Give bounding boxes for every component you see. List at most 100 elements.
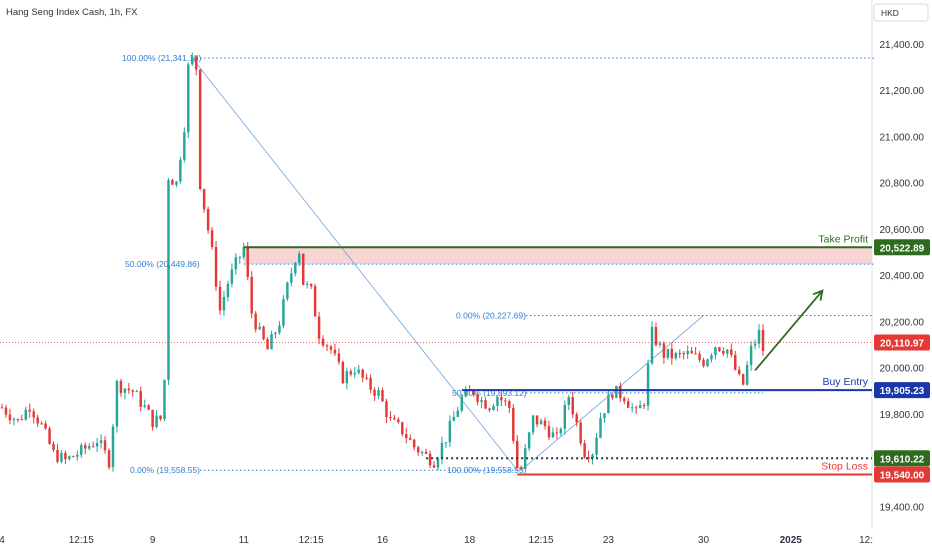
candle bbox=[508, 399, 511, 414]
candle bbox=[107, 448, 111, 470]
candle-body bbox=[424, 451, 428, 454]
candle-body bbox=[56, 449, 59, 462]
price-tick-label: 20,400.00 bbox=[880, 271, 925, 282]
time-axis[interactable]: 4 12:15 9 11 12:15 16 18 12:15 23 30 2025 12: bbox=[0, 535, 873, 546]
candle bbox=[480, 396, 483, 409]
candle-body bbox=[8, 414, 12, 421]
candle bbox=[135, 389, 138, 393]
candle bbox=[745, 360, 749, 386]
candle-body bbox=[448, 420, 452, 443]
candle-body bbox=[401, 422, 404, 435]
candle bbox=[194, 56, 198, 76]
candle bbox=[202, 188, 206, 213]
candle bbox=[741, 373, 745, 386]
candle bbox=[262, 325, 265, 341]
candle bbox=[210, 226, 214, 250]
candle bbox=[0, 403, 4, 409]
price-tag-bg bbox=[874, 450, 930, 467]
candle bbox=[64, 450, 67, 465]
candle-body bbox=[40, 423, 43, 425]
candle bbox=[313, 283, 317, 317]
candle-body bbox=[575, 414, 578, 423]
candle-body bbox=[163, 379, 166, 420]
candle-body bbox=[543, 420, 547, 427]
candle bbox=[428, 450, 432, 469]
candle-body bbox=[535, 415, 539, 425]
candle-body bbox=[72, 456, 75, 458]
candle-body bbox=[313, 286, 317, 317]
price-tag-text: 20,110.97 bbox=[880, 339, 924, 350]
candle-body bbox=[472, 391, 475, 395]
candle-body bbox=[191, 56, 194, 65]
candle bbox=[246, 242, 249, 281]
candle bbox=[84, 442, 87, 454]
candle-body bbox=[702, 359, 705, 367]
candle bbox=[357, 364, 360, 375]
arrow-head bbox=[812, 289, 824, 301]
candle-body bbox=[365, 377, 368, 379]
fib-level-label: 100.00% (19,558.55) bbox=[447, 465, 527, 475]
trend-arrow bbox=[754, 289, 824, 372]
fib-level-label: 0.00% (20,227.69) bbox=[456, 311, 526, 321]
price-tag-bg bbox=[874, 334, 930, 351]
candle-body bbox=[135, 391, 138, 393]
candle-body bbox=[480, 400, 483, 403]
candle bbox=[103, 436, 107, 454]
candle-body bbox=[123, 388, 127, 393]
candle-body bbox=[634, 407, 638, 409]
candle-body bbox=[547, 426, 551, 438]
candle bbox=[159, 415, 162, 421]
candle bbox=[488, 407, 491, 413]
candle bbox=[607, 390, 610, 414]
fib-level-label: 50.00% (19,893.12) bbox=[452, 388, 527, 398]
price-tick-label: 20,200.00 bbox=[880, 317, 925, 328]
candle bbox=[171, 178, 174, 185]
candle bbox=[718, 346, 721, 353]
candle-body bbox=[353, 372, 356, 375]
candle bbox=[599, 412, 602, 439]
price-axis[interactable]: 21,400.00 21,200.00 21,000.00 20,800.00 20,6… bbox=[874, 40, 930, 513]
candle bbox=[658, 341, 662, 348]
candle bbox=[595, 432, 598, 459]
candle bbox=[757, 324, 761, 349]
time-tick-label: 11 bbox=[239, 535, 250, 546]
candle bbox=[484, 397, 487, 410]
candle bbox=[258, 322, 261, 331]
candle-body bbox=[460, 396, 463, 411]
candle bbox=[626, 397, 630, 408]
candle-body bbox=[519, 468, 523, 470]
candle-body bbox=[325, 345, 329, 347]
candle-body bbox=[60, 453, 63, 462]
candle bbox=[317, 311, 321, 345]
price-tick-label: 19,400.00 bbox=[880, 502, 925, 513]
candle-body bbox=[393, 417, 396, 420]
candle-body bbox=[230, 269, 234, 284]
price-tag[interactable]: 19,905.23 bbox=[874, 382, 930, 399]
candle bbox=[535, 415, 539, 428]
candle bbox=[512, 403, 515, 444]
candle-body bbox=[210, 230, 214, 247]
price-tick-label: 21,000.00 bbox=[880, 132, 925, 143]
candle-body bbox=[155, 415, 158, 428]
candle-body bbox=[504, 400, 507, 402]
candle-body bbox=[337, 353, 341, 362]
candle-body bbox=[28, 409, 31, 412]
currency-button[interactable]: HKD bbox=[873, 3, 929, 22]
price-tag[interactable]: 20,522.89 bbox=[874, 239, 930, 256]
candle bbox=[333, 343, 337, 357]
candle bbox=[492, 403, 495, 411]
candle bbox=[198, 69, 202, 191]
candle bbox=[167, 178, 170, 386]
candle bbox=[615, 385, 618, 399]
candle-body bbox=[36, 417, 39, 424]
price-tag-text: 19,905.23 bbox=[880, 386, 925, 397]
time-tick-label: 9 bbox=[150, 535, 156, 546]
candle bbox=[642, 403, 646, 409]
price-tag[interactable]: 19,540.00 bbox=[874, 466, 930, 483]
chart-title: Hang Seng Index Cash, 1h, FX bbox=[6, 7, 138, 18]
candle-body bbox=[551, 432, 555, 438]
candle bbox=[214, 241, 218, 292]
price-tag[interactable]: 19,610.22 bbox=[874, 450, 930, 467]
candle bbox=[702, 357, 705, 368]
